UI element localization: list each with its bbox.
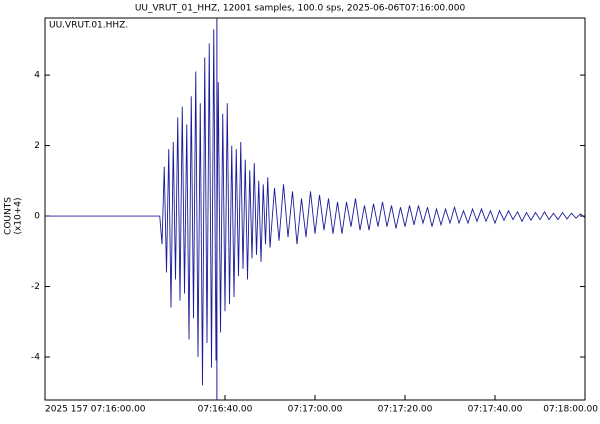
y-tick-label: 0 [34,212,40,222]
x-tick-label: 07:17:40.00 [468,405,523,415]
x-tick-label: 07:18:00.00 [543,405,598,415]
y-label-line: (x10+4) [14,197,24,234]
x-tick-label: 2025 157 07:16:00.00 [45,405,146,415]
y-tick-label: 4 [34,71,40,81]
x-tick-label: 07:17:20.00 [378,405,433,415]
y-tick-label: 2 [34,141,40,151]
station-label: UU.VRUT.01.HHZ. [49,21,128,31]
y-axis-label: COUNTS (x10+4) [4,197,24,235]
x-tick-label: 07:16:40.00 [198,405,253,415]
plot-frame [44,17,586,401]
x-tick-label: 07:17:00.00 [288,405,343,415]
waveform [45,29,586,386]
chart-title: UU_VRUT_01_HHZ, 12001 samples, 100.0 sps… [135,4,466,14]
y-tick-label: -4 [31,353,40,363]
y-tick-label: -2 [31,282,40,292]
y-label-line: COUNTS [4,197,14,235]
